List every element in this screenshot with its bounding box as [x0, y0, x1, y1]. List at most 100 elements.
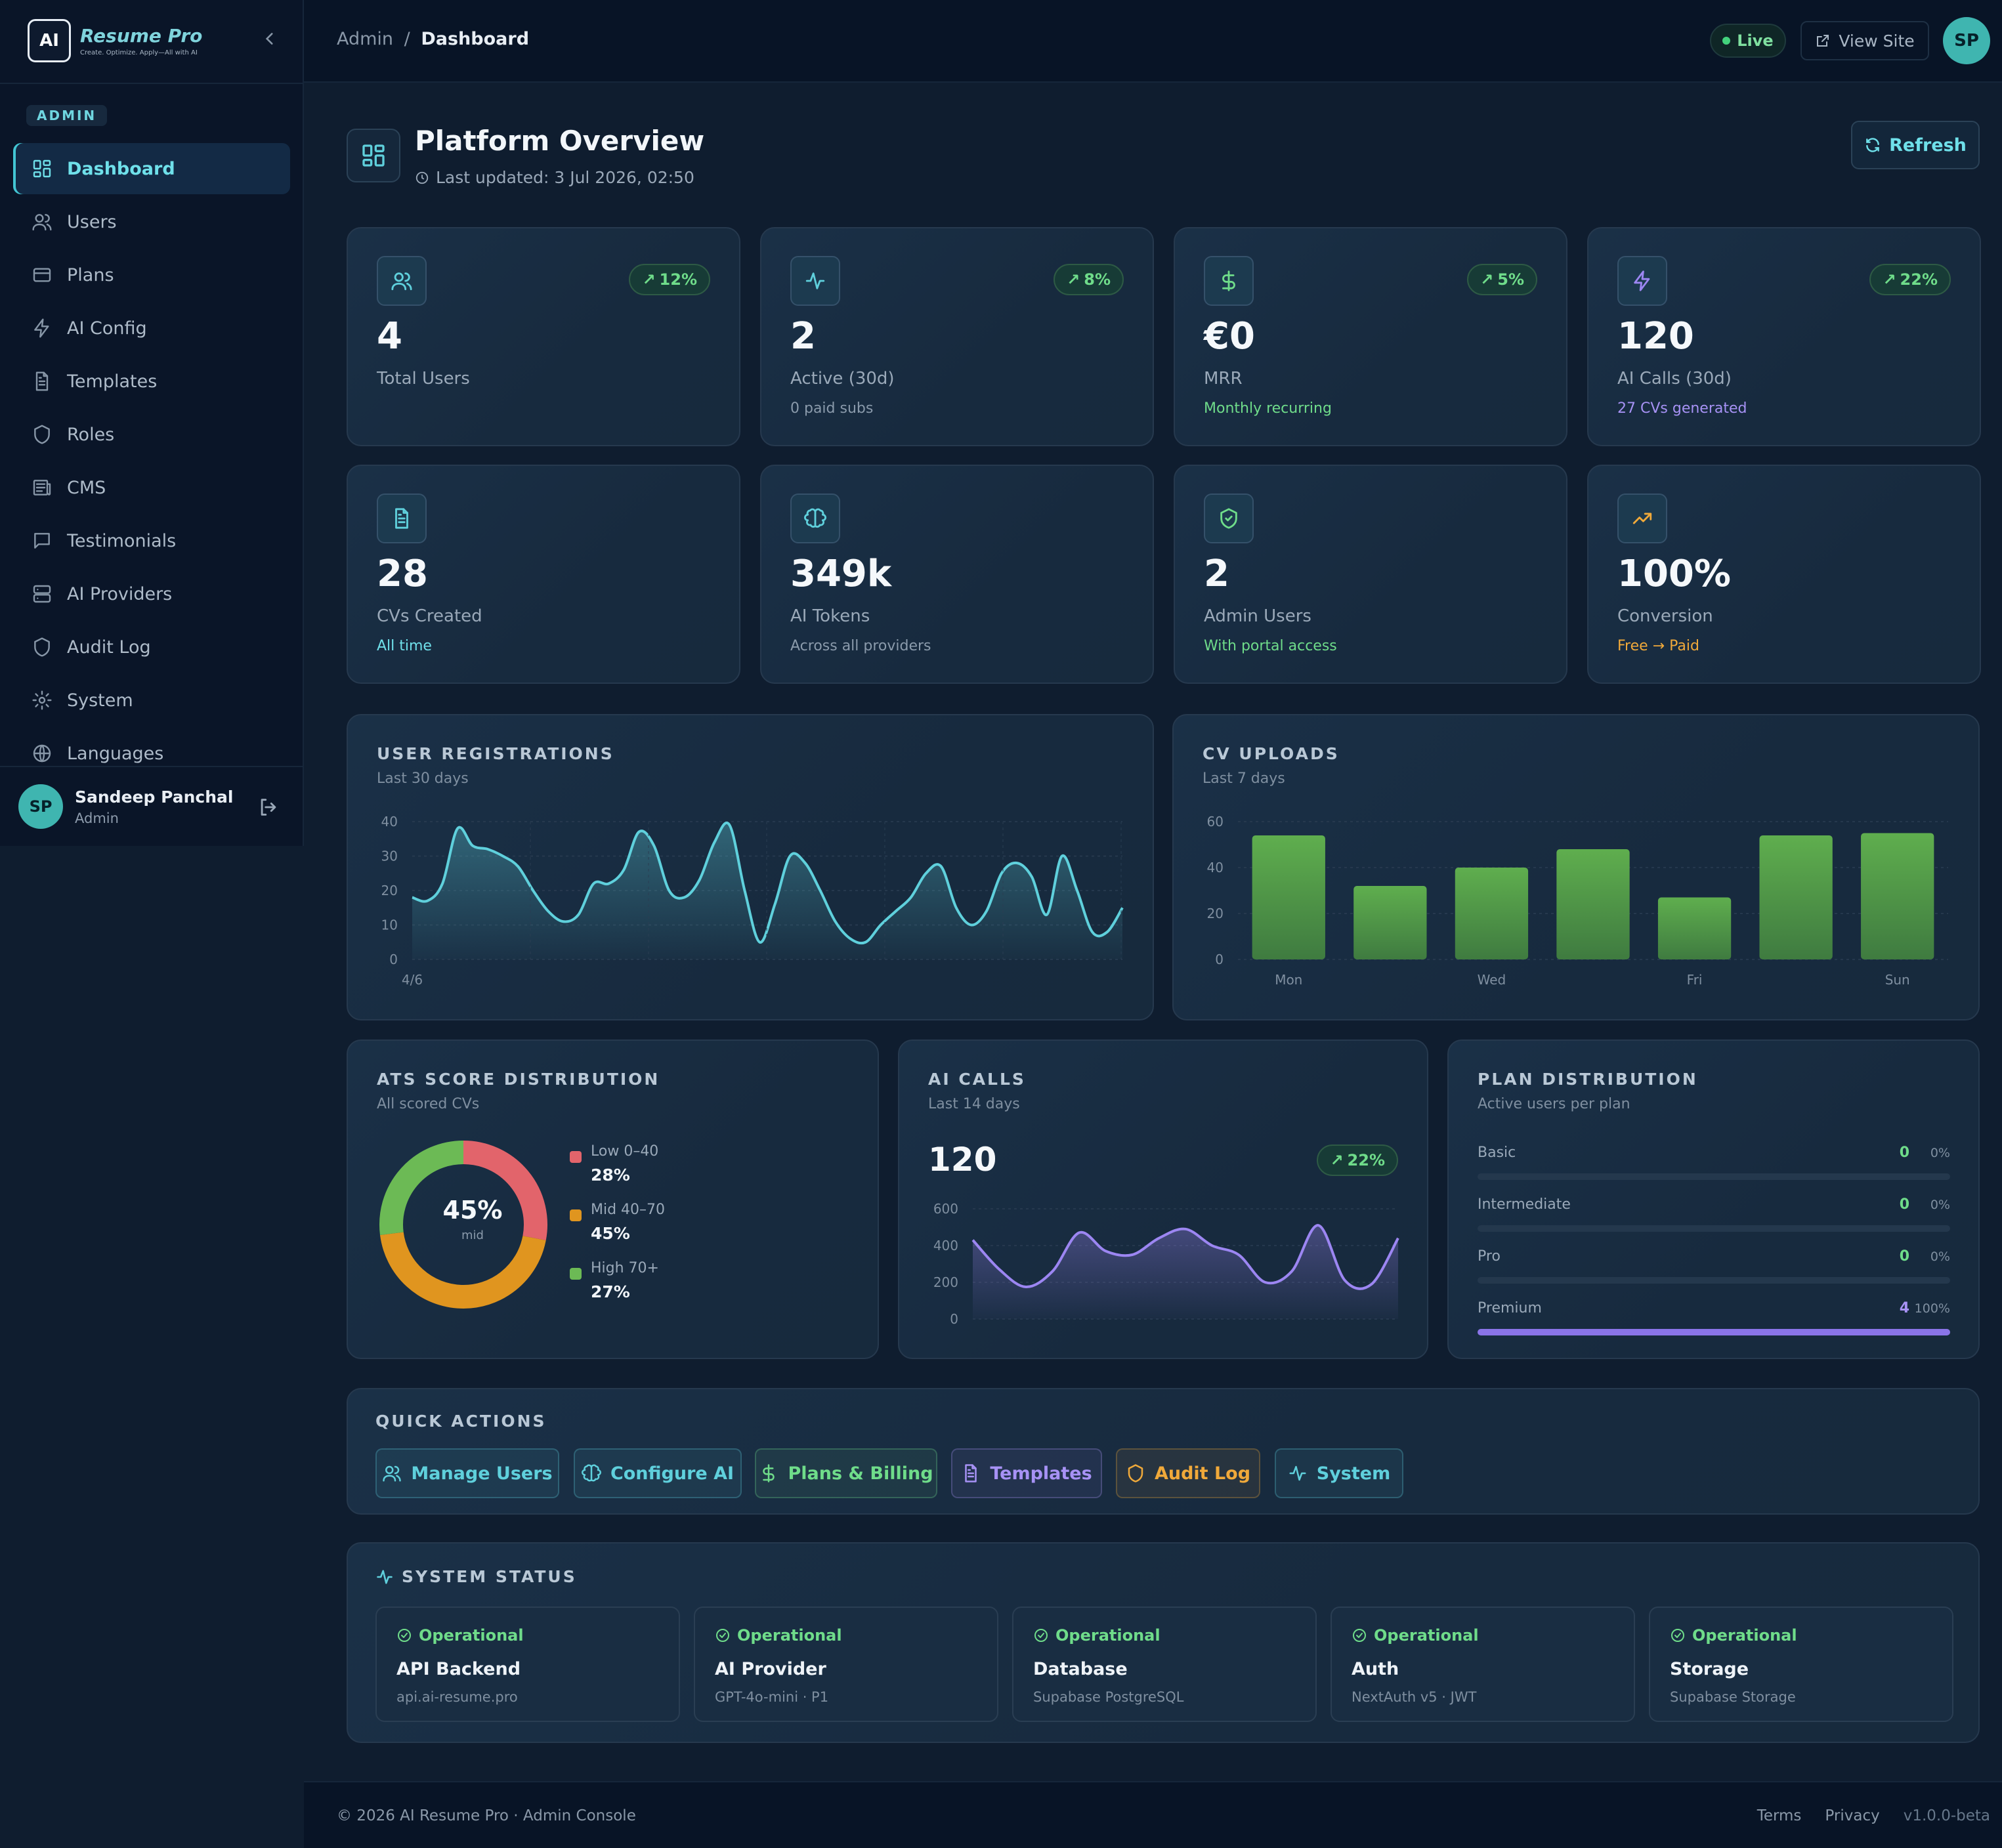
sidebar-item-audit-log[interactable]: Audit Log — [13, 621, 290, 673]
privacy-link[interactable]: Privacy — [1825, 1807, 1880, 1824]
sidebar-item-cms[interactable]: CMS — [13, 462, 290, 513]
x-tick-label: Sun — [1885, 972, 1910, 988]
sidebar-item-label: Dashboard — [67, 158, 175, 179]
cv-uploads-chart-card: CV UPLOADS Last 7 days 0 20 40 60 Mon Wed Fri S… — [1172, 714, 1980, 1020]
trend-badge: ↗ 22% — [1869, 264, 1951, 295]
sidebar-item-users[interactable]: Users — [13, 196, 290, 247]
donut-center-value: 45% — [442, 1196, 503, 1225]
plan-count: 4 — [1899, 1300, 1909, 1316]
kpi-value: 120 — [1617, 315, 1694, 358]
live-dot-icon — [1722, 37, 1731, 45]
view-site-button[interactable]: View Site — [1800, 21, 1929, 60]
sidebar-item-ai-config[interactable]: AI Config — [13, 303, 290, 354]
quick-action-plans-billing[interactable]: Plans & Billing — [755, 1448, 937, 1498]
service-name: Storage — [1670, 1659, 1749, 1679]
ai-calls-chart-card: AI CALLS Last 14 days 120 ↗ 22% 0 200 400 60… — [898, 1040, 1428, 1359]
breadcrumb-current: Dashboard — [421, 29, 530, 49]
status-indicator: Operational — [1670, 1626, 1797, 1645]
kpi-label: AI Tokens — [790, 606, 870, 626]
sidebar-item-ai-providers[interactable]: AI Providers — [13, 568, 290, 620]
quick-action-audit-log[interactable]: Audit Log — [1116, 1448, 1260, 1498]
kpi-icon — [377, 256, 427, 306]
status-text: Operational — [1692, 1626, 1797, 1645]
kpi-label: Total Users — [377, 369, 470, 388]
sidebar-item-languages[interactable]: Languages — [13, 728, 290, 779]
quick-action-system[interactable]: System — [1275, 1448, 1403, 1498]
quick-action-templates[interactable]: Templates — [951, 1448, 1102, 1498]
logout-icon[interactable] — [257, 796, 280, 818]
chart-subtitle: Last 30 days — [377, 770, 469, 787]
sidebar-item-label: Testimonials — [67, 530, 177, 551]
plan-percent: 100% — [1914, 1301, 1950, 1316]
kpi-card-conversion: 100% Conversion Free → Paid — [1587, 465, 1981, 684]
status-card-storage: Operational Storage Supabase Storage — [1649, 1606, 1953, 1722]
quick-action-label: System — [1316, 1463, 1391, 1484]
quick-action-label: Audit Log — [1154, 1463, 1251, 1484]
sidebar-item-dashboard[interactable]: Dashboard — [13, 143, 290, 194]
sidebar-item-templates[interactable]: Templates — [13, 356, 290, 407]
legend-label: High 70+ — [591, 1260, 659, 1276]
area-fill — [973, 1225, 1398, 1319]
kpi-label: MRR — [1204, 369, 1243, 388]
series-line — [971, 1224, 1399, 1290]
breadcrumb-parent[interactable]: Admin — [337, 29, 394, 49]
y-tick-label: 10 — [381, 917, 398, 933]
system-status-card: SYSTEM STATUS Operational API Backend ap… — [347, 1542, 1980, 1743]
bolt-icon — [1634, 270, 1650, 291]
brain-icon — [804, 508, 826, 528]
sidebar-item-plans[interactable]: Plans — [13, 249, 290, 301]
kpi-label: AI Calls (30d) — [1617, 369, 1732, 388]
kpi-label: CVs Created — [377, 606, 482, 626]
sidebar-item-testimonials[interactable]: Testimonials — [13, 515, 290, 566]
avatar[interactable]: SP — [1943, 17, 1990, 64]
kpi-subtext: With portal access — [1204, 638, 1337, 654]
activity-icon — [805, 272, 825, 289]
refresh-button[interactable]: Refresh — [1851, 121, 1980, 169]
bar-sun — [1861, 833, 1934, 959]
quick-action-manage-users[interactable]: Manage Users — [375, 1448, 559, 1498]
ai-calls-total: 120 — [928, 1141, 997, 1179]
breadcrumb: Admin / Dashboard — [337, 29, 529, 49]
bar-wed — [1455, 868, 1529, 959]
section-title: SYSTEM STATUS — [375, 1567, 577, 1586]
plan-name: Intermediate — [1478, 1196, 1571, 1213]
y-tick-label: 20 — [381, 883, 398, 898]
check-circle-icon — [398, 1629, 411, 1642]
bar-sat — [1759, 835, 1833, 959]
cv-uploads-chart: 0 20 40 60 Mon Wed Fri Sun — [1207, 814, 1948, 988]
kpi-label: Active (30d) — [790, 369, 895, 388]
plan-percent: 0% — [1930, 1250, 1950, 1264]
y-tick-label: 20 — [1207, 906, 1224, 921]
chevron-left-icon[interactable] — [261, 30, 278, 47]
bar-mon — [1252, 835, 1325, 959]
user-profile[interactable]: SP Sandeep Panchal Admin — [0, 766, 304, 846]
kpi-card-cvs-created: 28 CVs Created All time — [347, 465, 740, 684]
kpi-subtext: All time — [377, 638, 432, 654]
trend-value: 8% — [1084, 270, 1111, 289]
kpi-icon — [790, 256, 840, 306]
brand[interactable]: AI Resume Pro Create. Optimize. Apply—Al… — [28, 16, 202, 66]
kpi-value: 2 — [1204, 553, 1229, 595]
status-indicator: Operational — [1033, 1626, 1161, 1645]
live-label: Live — [1737, 32, 1774, 50]
sidebar-item-system[interactable]: System — [13, 675, 290, 726]
terms-link[interactable]: Terms — [1757, 1807, 1802, 1824]
quick-action-configure-ai[interactable]: Configure AI — [574, 1448, 742, 1498]
chart-title: USER REGISTRATIONS — [377, 744, 614, 763]
plan-bar-fill — [1478, 1329, 1950, 1335]
last-updated: Last updated: 3 Jul 2026, 02:50 — [415, 168, 694, 187]
gear-icon — [32, 690, 52, 710]
file-icon — [965, 1464, 977, 1482]
x-tick-label: Mon — [1275, 972, 1302, 988]
chart-title: CV UPLOADS — [1203, 744, 1340, 763]
sidebar-divider — [0, 83, 304, 84]
sidebar-nav: Dashboard Users Plans AI Config Templates Rol… — [13, 143, 290, 781]
series-line — [412, 822, 1124, 945]
shield-icon — [34, 637, 50, 657]
chart-subtitle: All scored CVs — [377, 1096, 480, 1112]
bolt-icon — [34, 318, 49, 338]
donut-slice-low-0-40 — [463, 1141, 547, 1240]
globe-icon — [33, 744, 51, 763]
sidebar-item-roles[interactable]: Roles — [13, 409, 290, 460]
live-badge: Live — [1710, 24, 1786, 58]
